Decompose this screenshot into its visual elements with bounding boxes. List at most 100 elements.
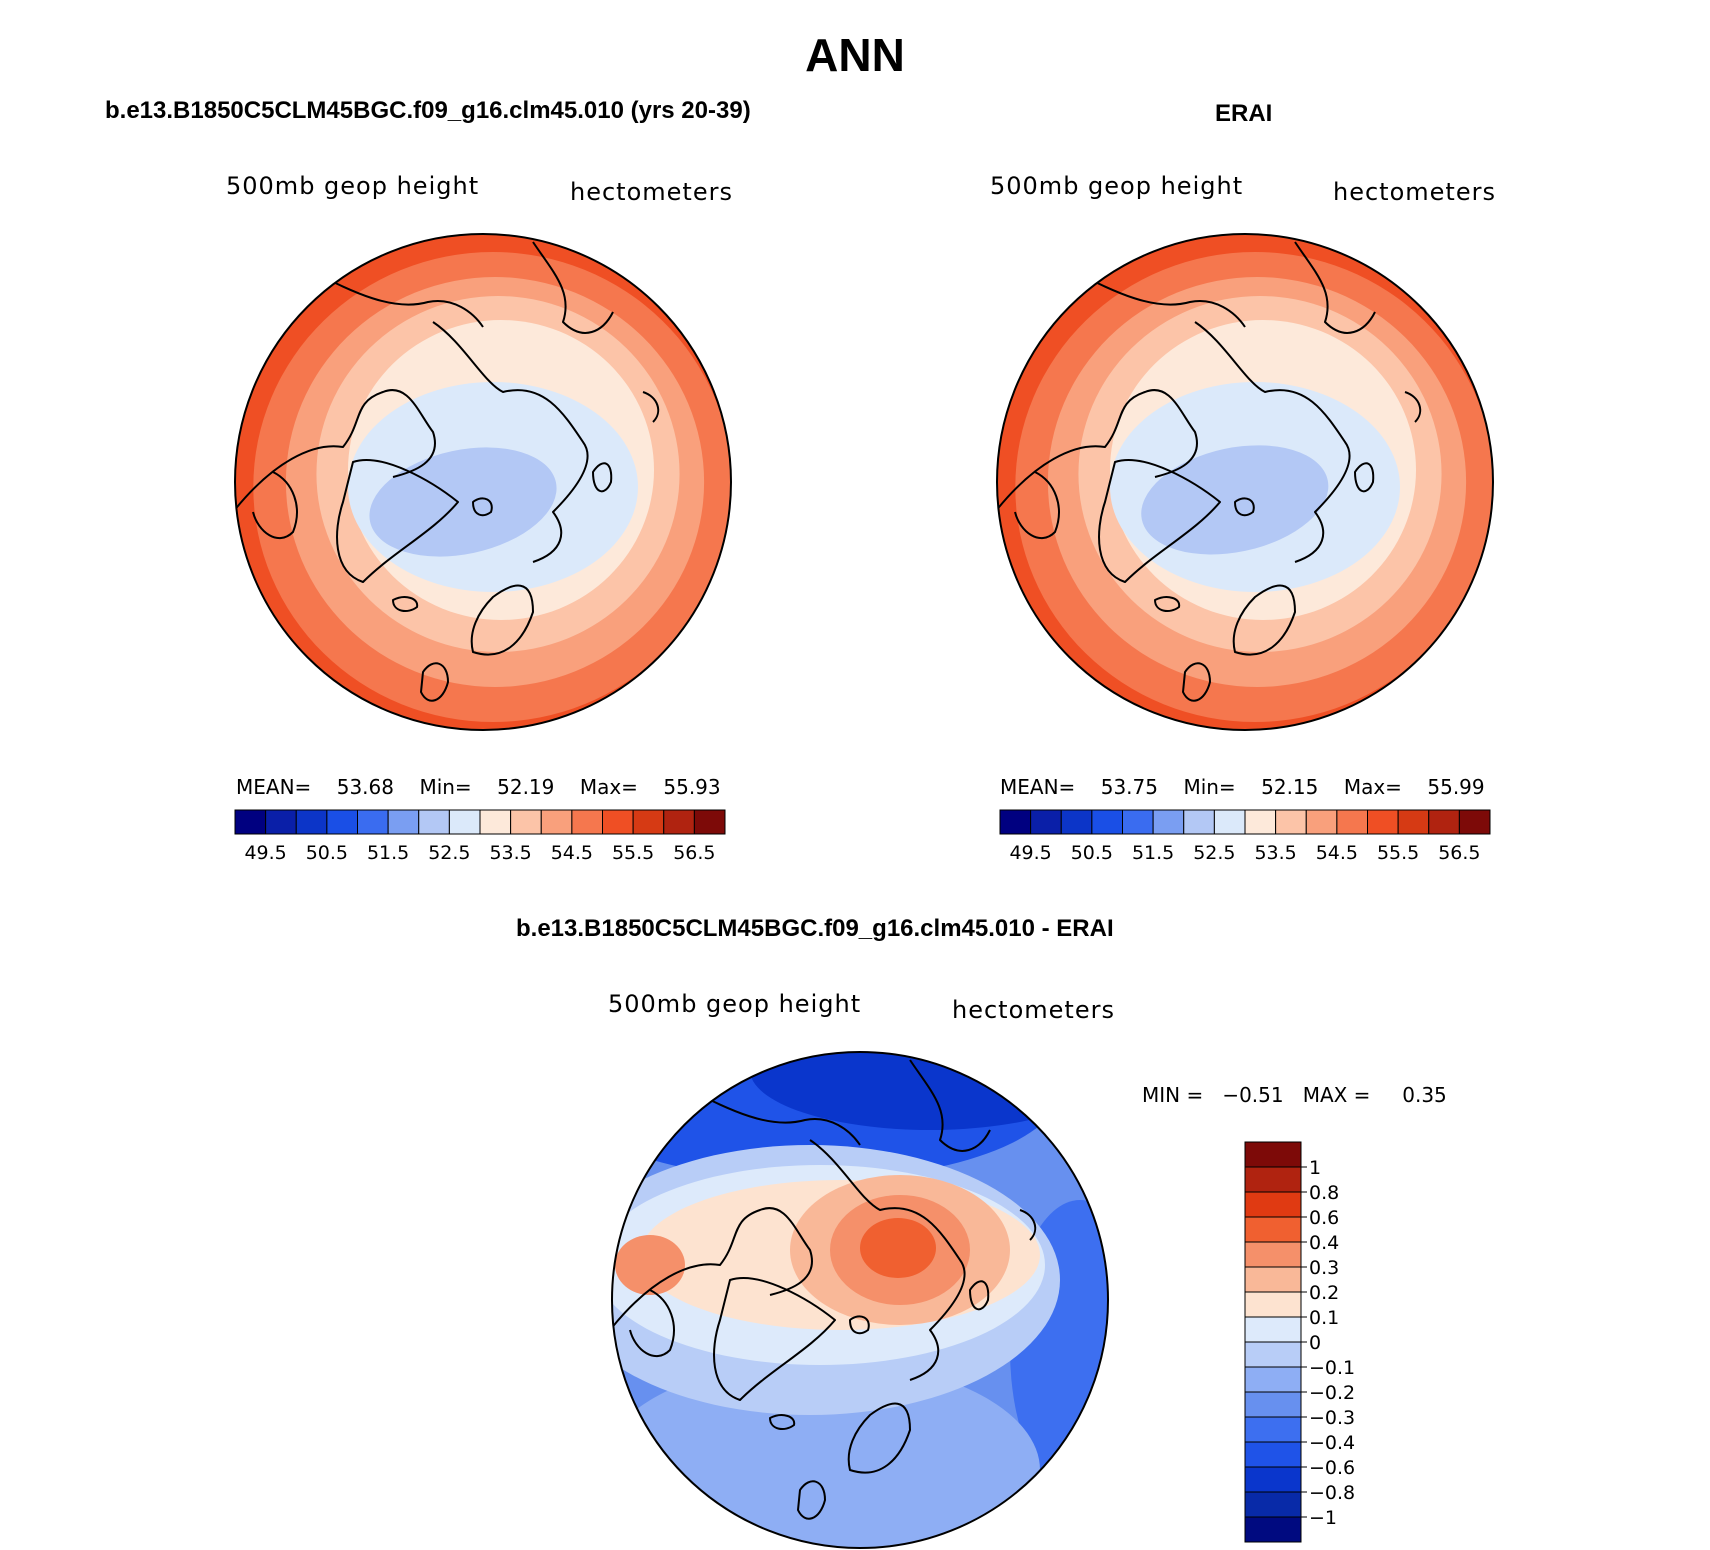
- figure-title: ANN: [805, 29, 905, 81]
- diff-colorbar-swatch: [1244, 1166, 1302, 1193]
- panel-2-map-boundary: [996, 233, 1494, 731]
- panel-2-min-value: 52.15: [1261, 775, 1319, 799]
- diff-panel-contour-band: [750, 1052, 1108, 1130]
- diff-colorbar-swatch: [1244, 1191, 1302, 1218]
- diff-colorbar-swatch: [1244, 1391, 1302, 1418]
- panel-2-colorbar-swatch: [1152, 809, 1185, 835]
- panel-2-colorbar-swatch: [1091, 809, 1123, 835]
- panel-2-coastline: [1194, 321, 1351, 563]
- diff-colorbar-swatch: [1244, 1516, 1302, 1543]
- panel-2-units-label: hectometers: [1333, 178, 1496, 206]
- panel-2-colorbar-swatch: [1122, 809, 1154, 835]
- panel-2-coastline: [1232, 584, 1296, 656]
- panel-2-colorbar-swatch: [999, 809, 1032, 835]
- diff-colorbar-tick-label: −0.6: [1309, 1457, 1355, 1479]
- panel-1-field-label: 500mb geop height: [226, 172, 480, 200]
- panel-2-colorbar-swatch: [1305, 809, 1338, 835]
- diff-colorbar-tick-label: 0.4: [1309, 1232, 1339, 1254]
- diff-panel-coastline: [849, 1315, 870, 1335]
- diff-colorbar-tick-label: −0.3: [1309, 1407, 1355, 1429]
- diff-colorbar-tick-label: 0.8: [1309, 1182, 1339, 1204]
- panel-2-min-label: Min=: [1183, 775, 1236, 799]
- diff-panel-colorbar: 1 0.8 0.6 0.4 0.3 0.2 0.1 0 −0.1 −0.2 −0.3 −0.4 −0.6…: [1244, 1141, 1355, 1543]
- panel-2-contour-band: [1141, 445, 1329, 555]
- panel-2-colorbar-swatch: [1183, 809, 1215, 835]
- panel-2-colorbar-tick-label: 53.5: [1254, 842, 1296, 864]
- panel-1-colorbar-swatch: [234, 809, 267, 835]
- diff-colorbar-swatch: [1244, 1216, 1302, 1243]
- diff-panel-coastline: [797, 1480, 826, 1520]
- panel-2-mean-value: 53.75: [1100, 775, 1158, 799]
- diff-colorbar-swatch: [1244, 1141, 1302, 1168]
- diff-panel-stats: MIN = −0.51 MAX = 0.35: [1142, 1083, 1447, 1107]
- panel-1-colorbar-tick-label: 49.5: [244, 842, 286, 864]
- panel-1-colorbar-swatch: [387, 809, 420, 835]
- panel-1-colorbar-tick-label: 51.5: [367, 842, 409, 864]
- panel-1-coastline: [312, 271, 484, 328]
- panel-1-colorbar-swatch: [571, 809, 603, 835]
- diff-panel-min-label: MIN =: [1142, 1083, 1204, 1107]
- panel-1-colorbar-swatch: [693, 809, 726, 835]
- panel-1-colorbar-swatch: [295, 809, 328, 835]
- diff-colorbar-swatch: [1244, 1266, 1302, 1293]
- diff-panel-coastline: [809, 1139, 966, 1381]
- diff-colorbar-tick-label: 0.1: [1309, 1307, 1339, 1329]
- diff-panel-coastline: [909, 1059, 991, 1152]
- panel-1-mean-value: 53.68: [336, 775, 394, 799]
- panel-1-coastline: [336, 459, 459, 583]
- panel-1-colorbar-swatch: [418, 809, 450, 835]
- panel-2-colorbar-tick-label: 50.5: [1071, 842, 1113, 864]
- panel-2-colorbar: 49.5 50.5 51.5 52.5 53.5 54.5 55.5 56.5: [999, 809, 1491, 864]
- panel-2-colorbar-swatch: [1336, 809, 1368, 835]
- panel-2-coastline: [1354, 462, 1375, 493]
- diff-panel-coastline: [969, 1280, 990, 1311]
- diff-colorbar-swatch: [1244, 1416, 1302, 1443]
- panel-1-coastline: [235, 389, 436, 513]
- panel-2-polar-map: [996, 233, 1494, 731]
- panel-2-colorbar-swatch: [1367, 809, 1399, 835]
- diff-colorbar-tick-label: 0: [1309, 1332, 1321, 1354]
- panel-1-colorbar-tick-label: 55.5: [612, 842, 654, 864]
- panel-1-coastline: [642, 391, 660, 423]
- diff-colorbar-swatch: [1244, 1491, 1302, 1518]
- panel-1-colorbar-swatch: [602, 809, 634, 835]
- panel-2-coastline: [1404, 391, 1422, 423]
- diff-panel-contour-band: [860, 1218, 936, 1278]
- diff-colorbar-tick-label: 0.3: [1309, 1257, 1339, 1279]
- panel-2-stats: MEAN= 53.75 Min= 52.15 Max= 55.99: [1000, 775, 1485, 799]
- panel-1-colorbar-swatch: [265, 809, 297, 835]
- panel-2-colorbar-tick-label: 55.5: [1377, 842, 1419, 864]
- diff-colorbar-swatch: [1244, 1466, 1302, 1493]
- panel-1-mean-label: MEAN=: [236, 775, 312, 799]
- diff-panel-coastline: [769, 1414, 796, 1431]
- panel-1-colorbar-swatch: [326, 809, 358, 835]
- panel-1-colorbar-tick-label: 56.5: [673, 842, 715, 864]
- panel-2-colorbar-swatch: [1030, 809, 1062, 835]
- panel-1-coastline: [472, 497, 493, 517]
- panel-2-coastline: [1234, 497, 1255, 517]
- panel-2-max-label: Max=: [1343, 775, 1402, 799]
- panel-1-colorbar-swatch: [479, 809, 512, 835]
- diff-colorbar-tick-label: −0.4: [1309, 1432, 1355, 1454]
- panel-2-max-value: 55.99: [1427, 775, 1485, 799]
- diff-panel-contour-band: [615, 1235, 685, 1295]
- panel-2-colorbar-swatch: [1428, 809, 1460, 835]
- panel-2-colorbar-tick-label: 52.5: [1193, 842, 1235, 864]
- diff-panel-polar-map: [611, 1051, 1109, 1549]
- diff-panel-coastline: [847, 1402, 911, 1474]
- diff-panel-min-value: −0.51: [1222, 1083, 1284, 1107]
- panel-1-colorbar-tick-label: 53.5: [489, 842, 531, 864]
- diff-colorbar-tick-label: −0.8: [1309, 1482, 1355, 1504]
- diff-colorbar-swatch: [1244, 1366, 1302, 1393]
- panel-2-colorbar-swatch: [1275, 809, 1307, 835]
- panel-1-colorbar-tick-label: 50.5: [306, 842, 348, 864]
- panel-1-colorbar-swatch: [663, 809, 695, 835]
- panel-1-stats: MEAN= 53.68 Min= 52.19 Max= 55.93: [236, 775, 721, 799]
- panel-2-coastline: [1074, 271, 1246, 328]
- panel-2-coastline: [1154, 596, 1181, 613]
- diff-colorbar-swatch: [1244, 1291, 1302, 1318]
- diff-colorbar-tick-label: 0.6: [1309, 1207, 1339, 1229]
- panel-1-colorbar-tick-label: 52.5: [428, 842, 470, 864]
- diff-colorbar-tick-label: 0.2: [1309, 1282, 1339, 1304]
- diff-panel-coastline: [689, 1089, 861, 1146]
